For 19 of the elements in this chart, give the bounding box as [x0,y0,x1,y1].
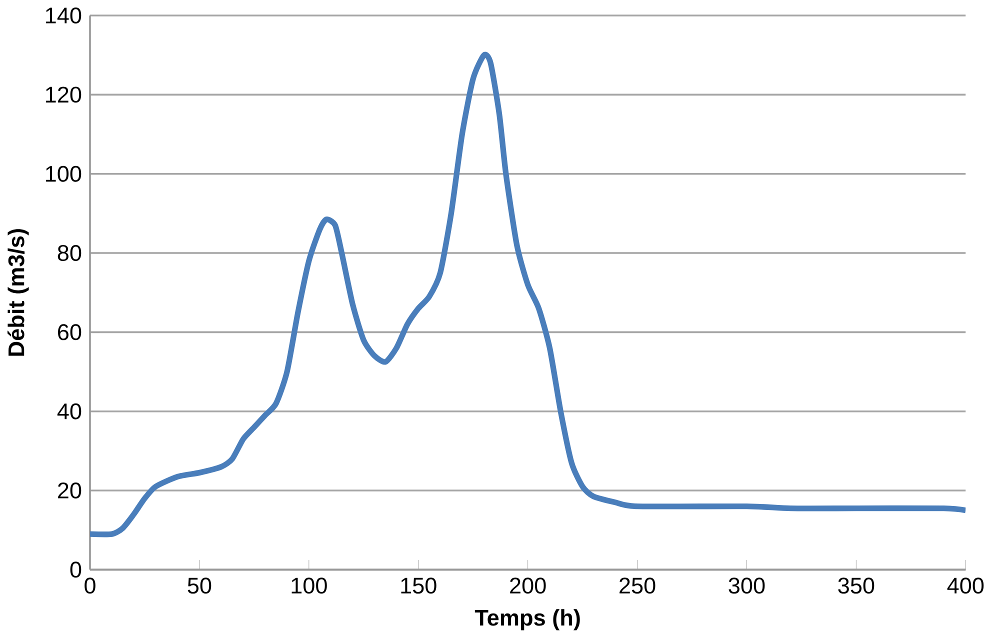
x-tick-label: 0 [84,578,96,594]
y-tick-label: 20 [58,482,82,499]
x-tick-label: 400 [947,578,984,594]
x-axis-title: Temps (h) [474,609,580,630]
y-tick-label: 140 [46,8,82,24]
x-tick-label: 150 [401,578,436,594]
x-tick-label: 250 [620,578,656,594]
y-tick-label: 0 [70,562,82,578]
y-tick-label: 40 [57,403,82,420]
x-tick-label: 200 [510,578,546,594]
y-tick-label: 80 [58,245,82,262]
y-tick-label: 100 [46,166,82,182]
x-tick-label: 50 [188,578,212,594]
y-axis-title: Débit (m3/s) [8,229,29,356]
x-tick-label: 100 [292,578,327,594]
x-tick-label: 350 [838,578,874,594]
y-tick-label: 60 [58,324,82,340]
y-tick-label: 120 [46,86,82,103]
x-tick-label: 300 [728,578,765,594]
